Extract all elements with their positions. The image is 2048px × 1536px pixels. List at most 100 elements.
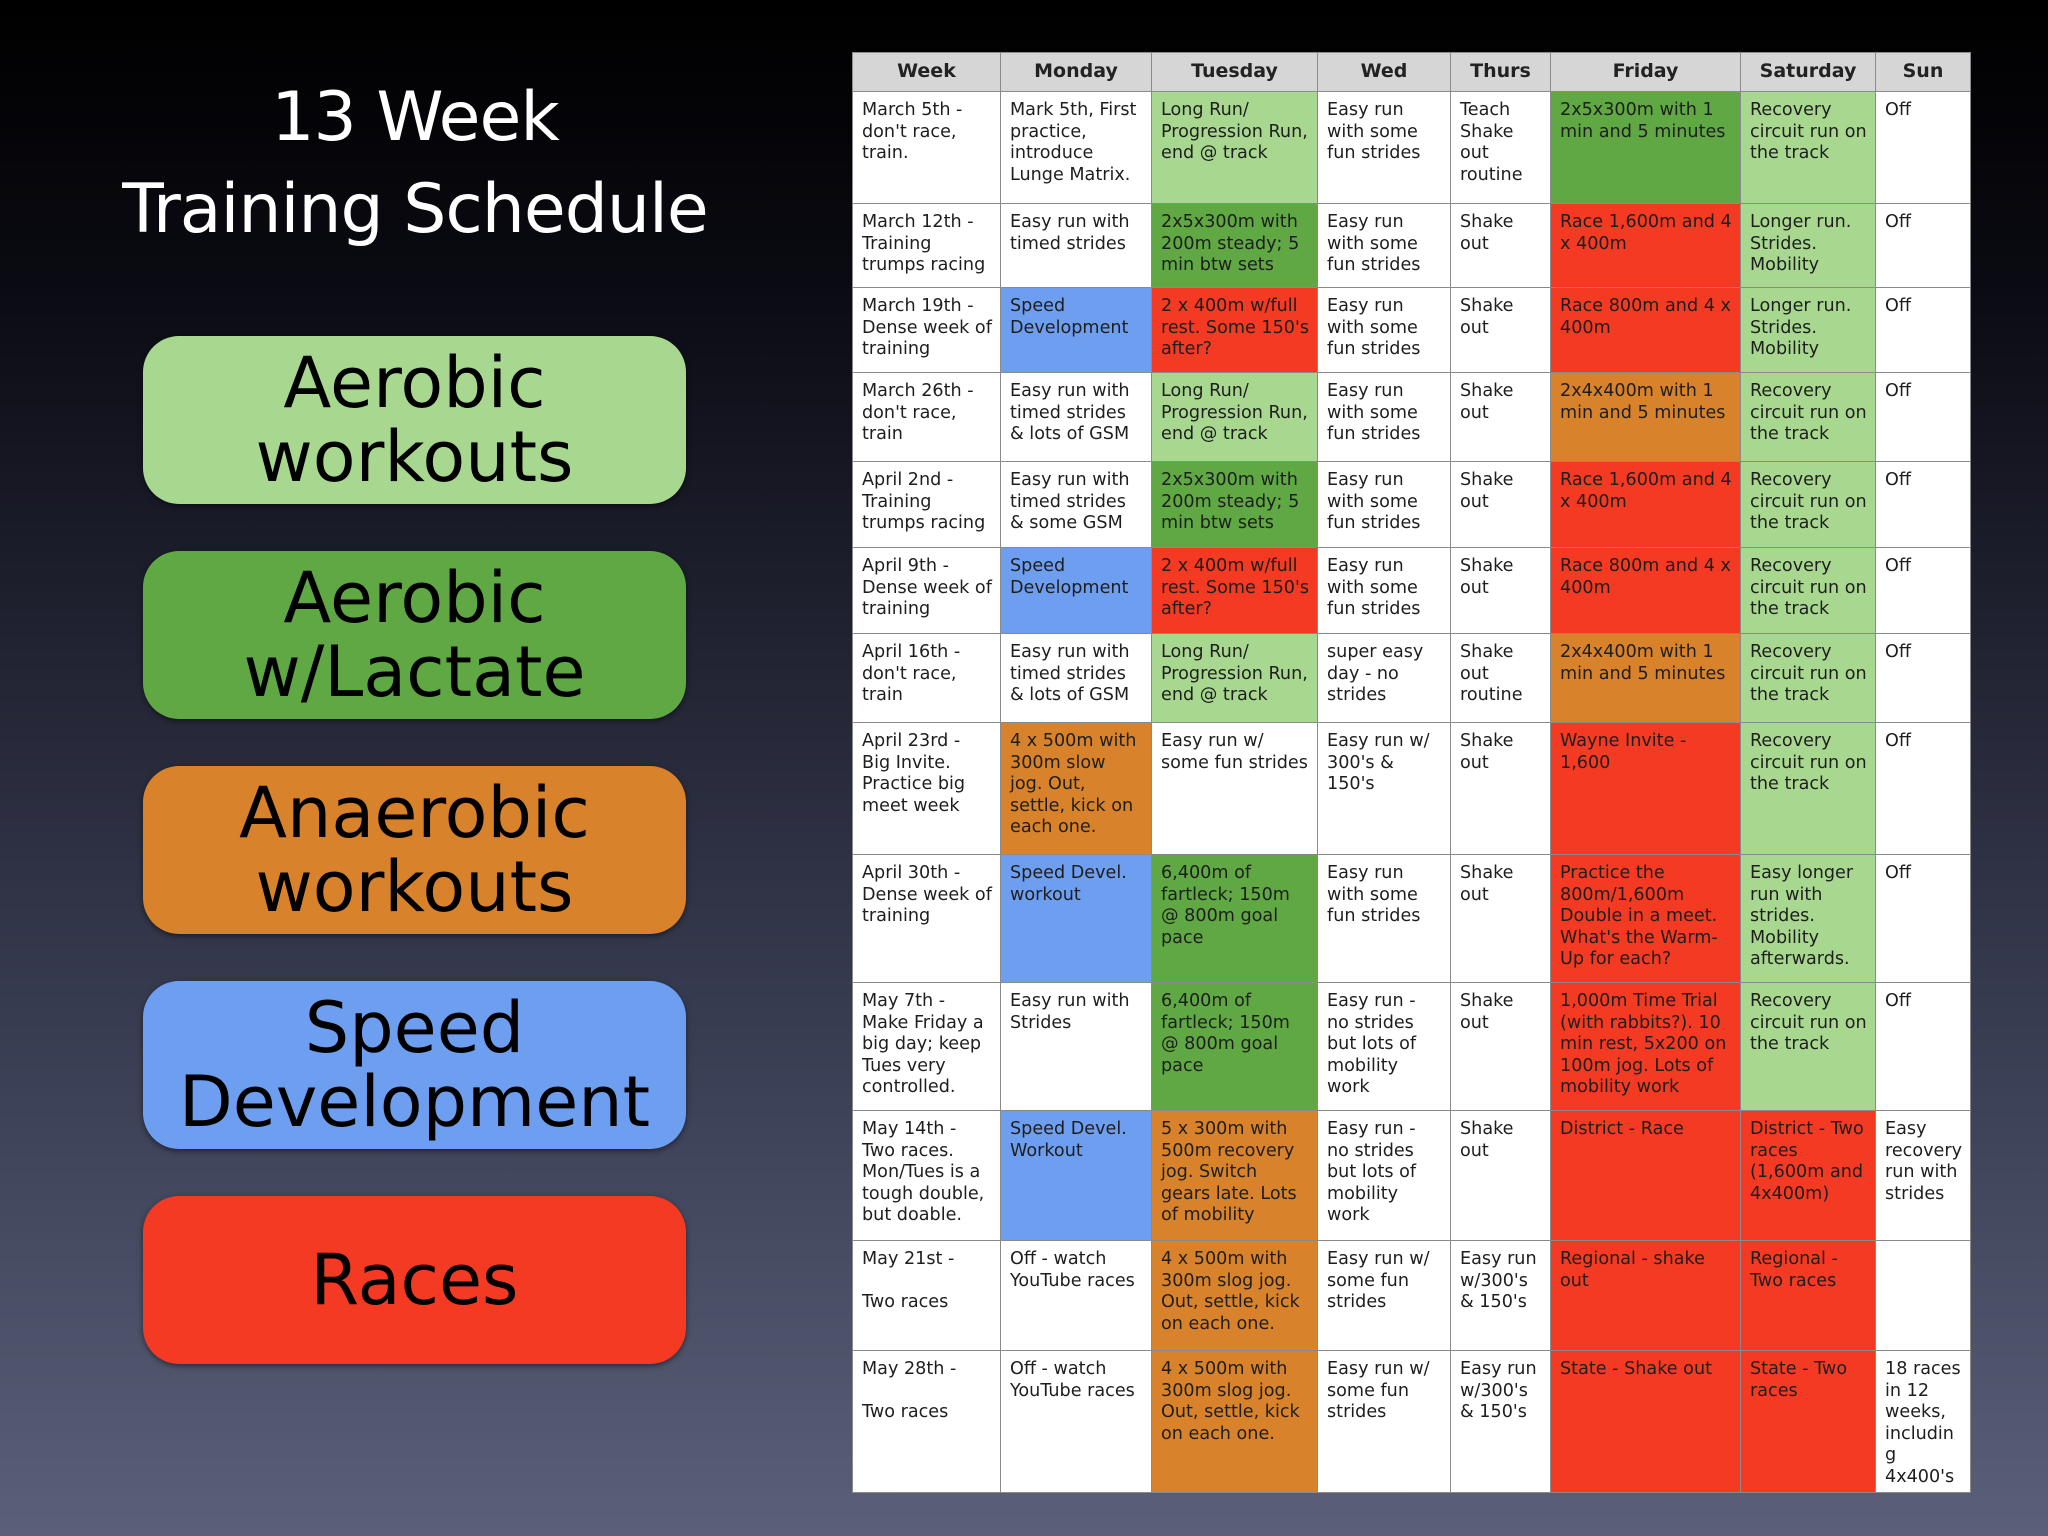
cell-saturday: Recovery circuit run on the track	[1740, 91, 1876, 204]
cell-monday: Easy run with timed strides & lots of GS…	[1000, 372, 1152, 462]
cell-sun: Off	[1875, 633, 1971, 723]
cell-week: April 30th - Dense week of training	[852, 854, 1001, 983]
cell-text: Shake out	[1460, 863, 1514, 905]
cell-text: Off	[1885, 731, 1911, 751]
cell-sun: Easy recovery run with strides	[1875, 1110, 1971, 1241]
cell-sun: Off	[1875, 461, 1971, 548]
table-body: March 5th - don't race, train. Mark 5th, …	[852, 91, 1971, 1493]
cell-text: Shake out	[1460, 212, 1514, 254]
cell-friday: 2x4x400m with 1 min and 5 minutes	[1550, 633, 1741, 723]
cell-monday: Easy run with timed strides	[1000, 203, 1152, 288]
cell-saturday: Recovery circuit run on the track	[1740, 722, 1876, 855]
cell-text: Recovery circuit run on the track	[1750, 642, 1867, 705]
cell-text: May 7th - Make Friday a big day; keep Tu…	[862, 991, 984, 1097]
cell-text: Off	[1885, 381, 1911, 401]
cell-text: Teach Shake out routine	[1460, 100, 1523, 185]
cell-tuesday: Easy run w/ some fun strides	[1151, 722, 1318, 855]
cell-text: Speed Devel. Workout	[1010, 1119, 1127, 1161]
cell-week: May 28th - Two races	[852, 1350, 1001, 1493]
cell-monday: Mark 5th, First practice, introduce Lung…	[1000, 91, 1152, 204]
cell-text: Race 800m and 4 x 400m	[1560, 556, 1731, 598]
cell-wed: Easy run with some fun strides	[1317, 203, 1451, 288]
cell-text: 6,400m of fartleck; 150m @ 800m goal pac…	[1161, 991, 1290, 1076]
cell-text: Off	[1885, 470, 1911, 490]
cell-sun: Off	[1875, 547, 1971, 634]
cell-tuesday: 2x5x300m with 200m steady; 5 min btw set…	[1151, 203, 1318, 288]
cell-text: May 21st - Two races	[862, 1249, 955, 1312]
cell-text: Easy recovery run with strides	[1885, 1119, 1962, 1204]
cell-friday: Practice the 800m/1,600m Double in a mee…	[1550, 854, 1741, 983]
cell-friday: 2x4x400m with 1 min and 5 minutes	[1550, 372, 1741, 462]
cell-friday: Regional - shake out	[1550, 1240, 1741, 1351]
cell-wed: Easy run with some fun strides	[1317, 91, 1451, 204]
cell-text: State - Two races	[1750, 1359, 1848, 1401]
cell-text: Long Run/ Progression Run, end @ track	[1161, 100, 1308, 163]
cell-text: Easy run w/ some fun strides	[1327, 1359, 1430, 1422]
cell-sun: 18 races in 12 weeks, including 4x400's	[1875, 1350, 1971, 1493]
cell-text: Wayne Invite - 1,600	[1560, 731, 1687, 773]
cell-friday: State - Shake out	[1550, 1350, 1741, 1493]
cell-text: April 16th - don't race, train	[862, 642, 961, 705]
cell-wed: Easy run w/ some fun strides	[1317, 1240, 1451, 1351]
legend-races: Races	[143, 1196, 686, 1364]
cell-wed: Easy run with some fun strides	[1317, 547, 1451, 634]
table-row: April 23rd - Big Invite. Practice big me…	[852, 722, 1971, 855]
training-schedule-table: Week Monday Tuesday Wed Thurs Friday Saturday S…	[852, 52, 1971, 1493]
cell-text: Easy run with some fun strides	[1327, 863, 1421, 926]
cell-text: 4 x 500m with 300m slow jog. Out, settle…	[1010, 731, 1137, 837]
cell-saturday: Longer run. Strides. Mobility	[1740, 203, 1876, 288]
cell-text: Easy run with timed strides	[1010, 212, 1130, 254]
cell-text: Practice the 800m/1,600m Double in a mee…	[1560, 863, 1718, 969]
cell-tuesday: Long Run/ Progression Run, end @ track	[1151, 372, 1318, 462]
cell-monday: Off - watch YouTube races	[1000, 1240, 1152, 1351]
cell-friday: 2x5x300m with 1 min and 5 minutes	[1550, 91, 1741, 204]
cell-text: Shake out routine	[1460, 642, 1523, 705]
cell-text: Off	[1885, 863, 1911, 883]
cell-text: Regional - shake out	[1560, 1249, 1705, 1291]
legend-label: Races	[310, 1239, 519, 1321]
cell-text: Shake out	[1460, 381, 1514, 423]
cell-thurs: Shake out	[1450, 372, 1551, 462]
cell-text: Easy run with some fun strides	[1327, 100, 1421, 163]
cell-text: Speed Devel. workout	[1010, 863, 1127, 905]
cell-text: May 28th - Two races	[862, 1359, 957, 1422]
cell-monday: Speed Development	[1000, 547, 1152, 634]
cell-wed: Easy run with some fun strides	[1317, 461, 1451, 548]
cell-week: March 5th - don't race, train.	[852, 91, 1001, 204]
cell-text: Shake out	[1460, 991, 1514, 1033]
cell-wed: Easy run with some fun strides	[1317, 854, 1451, 983]
cell-monday: Easy run with timed strides & lots of GS…	[1000, 633, 1152, 723]
cell-text: March 5th - don't race, train.	[862, 100, 963, 163]
cell-text: May 14th - Two races. Mon/Tues is a toug…	[862, 1119, 985, 1225]
cell-text: Easy run with some fun strides	[1327, 381, 1421, 444]
cell-text: State - Shake out	[1560, 1359, 1712, 1379]
cell-friday: Race 800m and 4 x 400m	[1550, 547, 1741, 634]
cell-text: April 9th - Dense week of training	[862, 556, 992, 619]
cell-thurs: Shake out	[1450, 203, 1551, 288]
cell-saturday: Recovery circuit run on the track	[1740, 372, 1876, 462]
cell-text: Easy longer run with strides. Mobility a…	[1750, 863, 1854, 969]
cell-tuesday: 4 x 500m with 300m slog jog. Out, settle…	[1151, 1350, 1318, 1493]
cell-wed: Easy run - no strides but lots of mobili…	[1317, 1110, 1451, 1241]
cell-text: 2x4x400m with 1 min and 5 minutes	[1560, 381, 1726, 423]
cell-text: 2x4x400m with 1 min and 5 minutes	[1560, 642, 1726, 684]
cell-text: Easy run - no strides but lots of mobili…	[1327, 991, 1417, 1097]
cell-text: Easy run w/300's & 150's	[1460, 1249, 1537, 1312]
cell-text: District - Two races (1,600m and 4x400m)	[1750, 1119, 1864, 1204]
cell-thurs: Teach Shake out routine	[1450, 91, 1551, 204]
cell-text: Off	[1885, 991, 1911, 1011]
cell-saturday: Longer run. Strides. Mobility	[1740, 287, 1876, 373]
cell-saturday: Recovery circuit run on the track	[1740, 461, 1876, 548]
cell-text: Recovery circuit run on the track	[1750, 470, 1867, 533]
cell-sun: Off	[1875, 854, 1971, 983]
cell-text: District - Race	[1560, 1119, 1684, 1139]
cell-thurs: Shake out	[1450, 461, 1551, 548]
table-row: April 9th - Dense week of training Speed …	[852, 547, 1971, 634]
cell-text: April 23rd - Big Invite. Practice big me…	[862, 731, 966, 816]
cell-sun: Off	[1875, 722, 1971, 855]
cell-tuesday: 2x5x300m with 200m steady; 5 min btw set…	[1151, 461, 1318, 548]
cell-text: Regional - Two races	[1750, 1249, 1838, 1291]
cell-text: Mark 5th, First practice, introduce Lung…	[1010, 100, 1137, 185]
cell-monday: Speed Development	[1000, 287, 1152, 373]
cell-text: 2 x 400m w/full rest. Some 150's after?	[1161, 296, 1309, 359]
